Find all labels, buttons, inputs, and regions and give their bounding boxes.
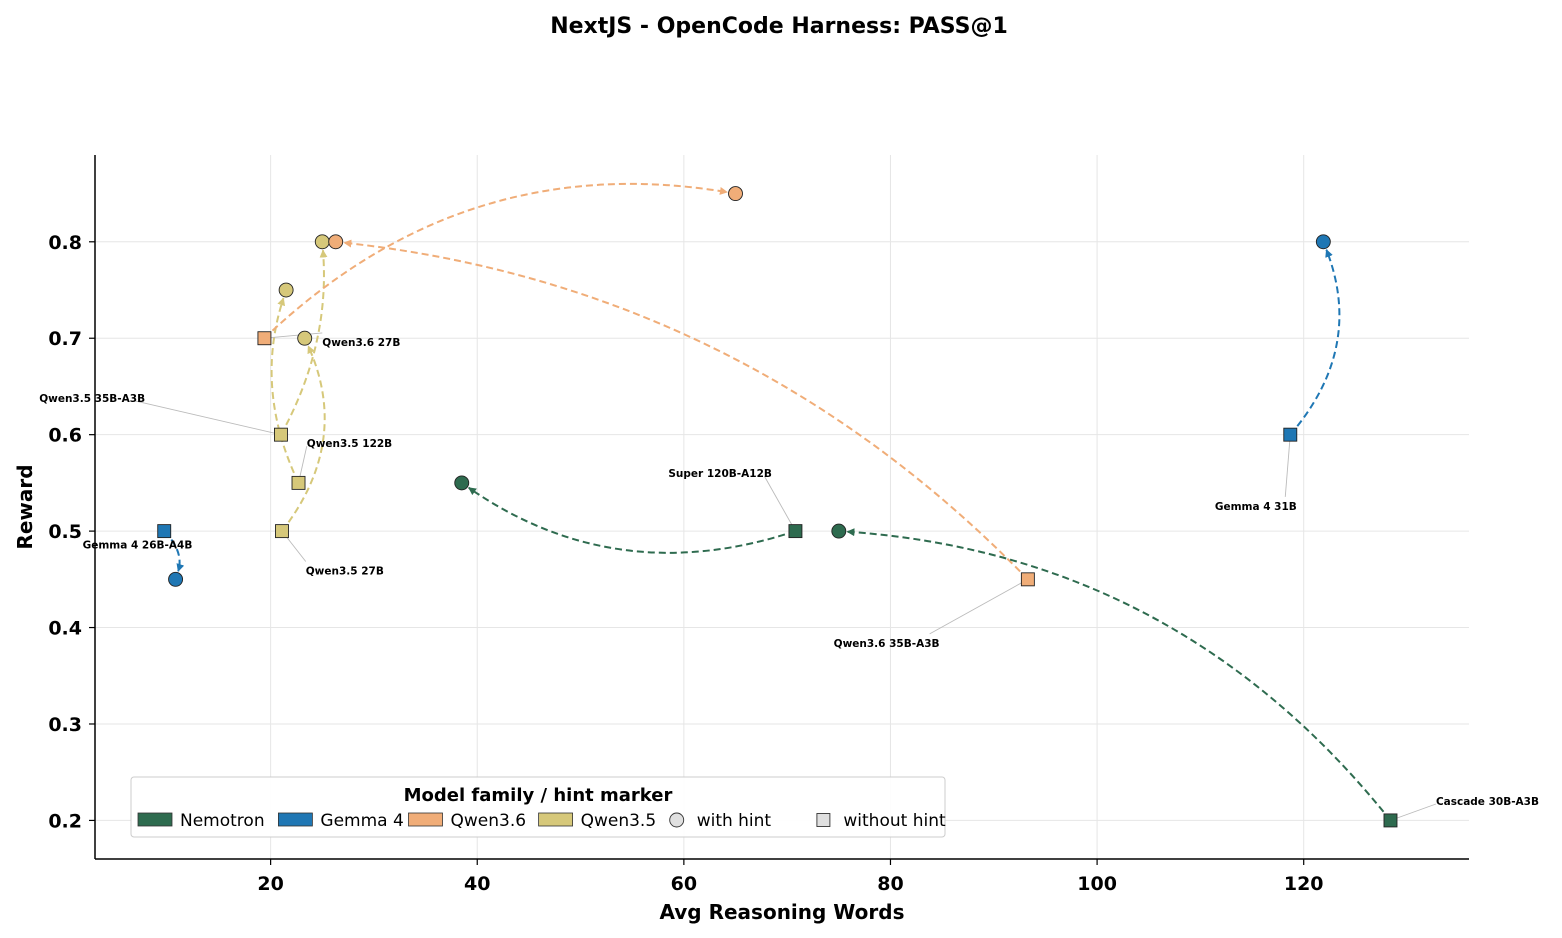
legend-frame: [130, 776, 946, 838]
legend: Model family / hint marker Nemotron Gemma…: [130, 776, 946, 838]
marker-without-hint-qwen3-5-35b-a3b: [274, 427, 288, 442]
annotation-qwen3-5-122b: Qwen3.5 122B: [307, 438, 392, 450]
legend-label-gemma-4: Gemma 4: [320, 811, 403, 831]
marker-without-hint-cascade-30b-a3b: [1383, 813, 1398, 828]
annotation-qwen3-5-27b: Qwen3.5 27B: [306, 566, 384, 578]
leader-qwen3-5-35b-a3b: [135, 400, 282, 436]
annotation-gemma-4-26b-a4b: Gemma 4 26B-A4B: [83, 539, 193, 551]
leader-cascade-30b-a3b: [1390, 803, 1437, 821]
y-tick-label: 0.6: [48, 425, 82, 447]
leader-super-120b-a12b: [763, 475, 796, 532]
annotation-qwen3-6-35b-a3b: Qwen3.6 35B-A3B: [834, 638, 940, 650]
y-tick-label: 0.5: [48, 521, 82, 543]
hint-arrow-super-120b-a12b: [468, 486, 796, 554]
hint-arrow-gemma-4-31b: [1289, 248, 1341, 436]
axes: 20 40 60 80 100 120 0.2 0.3 0.4 0.5 0.6 0.7 0.8: [48, 155, 1469, 895]
legend-swatch-nemotron: [137, 812, 173, 827]
marker-without-hint-qwen3-5-122b: [291, 475, 306, 490]
x-tick-label: 80: [877, 873, 903, 895]
y-tick-label: 0.3: [48, 714, 82, 736]
marker-with-hint-cascade-30b-a3b: [831, 523, 847, 539]
data-markers: [157, 186, 1398, 828]
legend-label-nemotron: Nemotron: [180, 811, 265, 831]
hint-arrow-qwen3-5-27b: [281, 345, 326, 532]
marker-without-hint-qwen3-6-35b-a3b: [1020, 572, 1035, 587]
marker-with-hint-qwen3-6-35b-a3b: [328, 234, 344, 250]
hint-arrow-qwen3-6-27b: [263, 182, 728, 339]
legend-swatch-qwen3-6: [408, 812, 443, 827]
y-axis-label: Reward: [13, 464, 37, 549]
marker-with-hint-qwen3-6-27b: [728, 186, 743, 202]
annotation-cascade-30b-a3b: Cascade 30B-A3B: [1436, 796, 1539, 808]
x-axis-label: Avg Reasoning Words: [660, 900, 905, 924]
marker-without-hint-gemma-4-31b: [1283, 427, 1298, 442]
marker-with-hint-qwen3-5-35b-a3b: [314, 234, 330, 250]
annotation-qwen3-5-35b-a3b: Qwen3.5 35B-A3B: [39, 393, 145, 405]
hint-arrow-qwen3-5-122b: [270, 297, 300, 484]
leader-gemma-4-31b: [1284, 434, 1291, 497]
model-annotations: Gemma 4 26B-A4B Qwen3.5 35B-A3B Qwen3.5 12…: [39, 337, 1539, 808]
x-tick-label: 60: [671, 873, 697, 895]
hint-arrow-qwen3-5-35b-a3b: [280, 249, 328, 436]
marker-without-hint-qwen3-6-27b: [257, 331, 272, 346]
annotation-gemma-4-31b: Gemma 4 31B: [1215, 501, 1297, 513]
legend-label-with-hint: with hint: [697, 811, 772, 831]
legend-label-qwen3-6: Qwen3.6: [451, 811, 527, 831]
chart-title: NextJS - OpenCode Harness: PASS@1: [550, 14, 1008, 39]
marker-without-hint-gemma-4-26b-a4b: [157, 524, 172, 539]
legend-swatch-gemma-4: [277, 812, 313, 827]
legend-marker-without-hint: [816, 813, 831, 827]
legend-label-qwen3-5: Qwen3.5: [581, 811, 657, 831]
marker-with-hint-gemma-4-31b: [1315, 234, 1331, 250]
grid: [95, 155, 1469, 859]
legend-swatch-qwen3-5: [538, 812, 573, 827]
y-tick-label: 0.2: [48, 810, 82, 832]
annotation-super-120b-a12b: Super 120B-A12B: [668, 468, 772, 480]
x-tick-label: 100: [1077, 873, 1117, 895]
annotation-leader-lines: [135, 332, 1437, 821]
annotation-qwen3-6-27b: Qwen3.6 27B: [322, 337, 400, 349]
marker-without-hint-super-120b-a12b: [788, 524, 803, 539]
y-tick-label: 0.8: [48, 232, 82, 254]
legend-title: Model family / hint marker: [404, 785, 673, 806]
legend-marker-with-hint: [669, 812, 685, 828]
x-tick-label: 20: [257, 873, 283, 895]
leader-qwen3-6-27b: [264, 332, 323, 339]
legend-label-without-hint: without hint: [843, 811, 946, 831]
x-tick-label: 120: [1284, 873, 1324, 895]
marker-with-hint-gemma-4-26b-a4b: [168, 571, 184, 587]
hint-arrow-qwen3-6-35b-a3b: [343, 239, 1029, 581]
marker-with-hint-super-120b-a12b: [454, 475, 470, 491]
marker-with-hint-qwen3-5-27b: [297, 330, 313, 346]
y-tick-label: 0.7: [48, 328, 82, 350]
hint-transition-arrows: [163, 182, 1392, 822]
y-tick-label: 0.4: [48, 618, 82, 640]
x-tick-label: 40: [464, 873, 490, 895]
marker-without-hint-qwen3-5-27b: [275, 524, 289, 539]
leader-qwen3-6-35b-a3b: [929, 578, 1029, 635]
hint-arrow-cascade-30b-a3b: [846, 528, 1392, 822]
marker-with-hint-qwen3-5-122b: [278, 282, 294, 298]
